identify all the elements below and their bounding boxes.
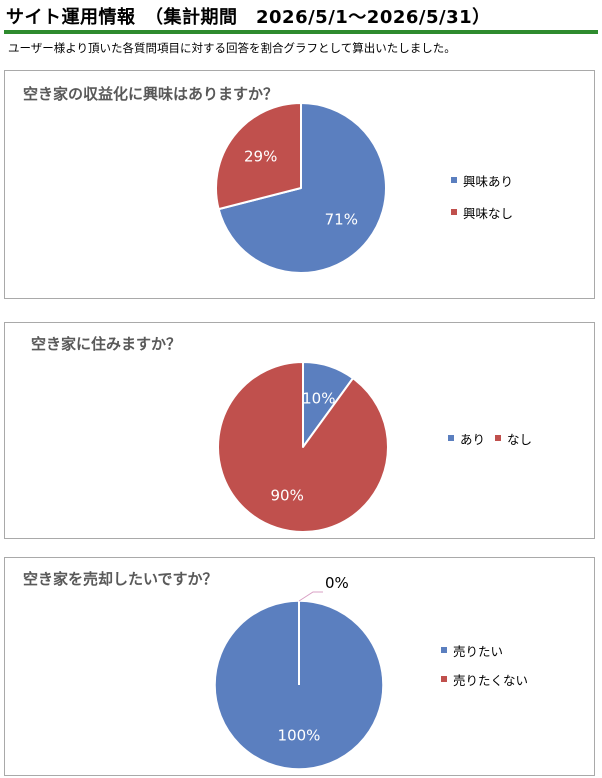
- page-title: サイト運用情報 （集計期間 2026/5/1～2026/5/31）: [6, 7, 491, 28]
- chart-panel-2: 空き家に住みますか？ 10% 90% あり なし: [4, 322, 595, 539]
- chart-legend-2: あり なし: [448, 429, 532, 447]
- pie-slice-red: [217, 361, 389, 533]
- pie-data-label: 29%: [244, 148, 277, 166]
- legend-item: なし: [495, 429, 532, 447]
- legend-item: あり: [448, 429, 485, 447]
- legend-label: 興味なし: [463, 205, 514, 221]
- legend-item: 興味あり: [451, 171, 513, 189]
- legend-swatch-blue: [448, 435, 454, 441]
- leader-line: [298, 591, 323, 602]
- legend-swatch-blue: [451, 177, 457, 183]
- legend-swatch-red: [495, 435, 502, 441]
- pie-slice-red: [215, 102, 302, 211]
- legend-item: 興味なし: [451, 203, 513, 221]
- legend-label: あり: [460, 431, 486, 447]
- pie-data-label: 100%: [278, 726, 321, 744]
- chart-legend-3: 売りたい 売りたくない: [441, 641, 528, 688]
- legend-item: 売りたくない: [441, 670, 528, 688]
- pie-data-label: 0%: [325, 574, 349, 592]
- legend-label: 売りたくない: [453, 672, 529, 688]
- legend-label: なし: [507, 431, 533, 447]
- pie-data-label: 90%: [271, 487, 304, 505]
- legend-label: 売りたい: [453, 643, 504, 659]
- chart-panel-1: 空き家の収益化に興味はありますか？ 71% 29% 興味あり 興味なし: [4, 70, 595, 299]
- page-description: ユーザー様より頂いた各質問項目に対する回答を割合グラフとして算出いたしました。: [8, 41, 456, 55]
- pie-chart-2: 10% 90%: [217, 361, 389, 533]
- pie-data-label: 71%: [325, 210, 358, 228]
- chart-legend-1: 興味あり 興味なし: [451, 171, 513, 221]
- legend-swatch-red: [441, 676, 447, 682]
- legend-swatch-red: [451, 209, 457, 215]
- legend-label: 興味あり: [463, 173, 514, 189]
- chart-title: 空き家を売却したいですか？: [23, 570, 218, 588]
- pie-chart-1: 71% 29%: [215, 102, 387, 274]
- title-rule: [4, 30, 598, 34]
- pie-chart-3: 100% 0%: [214, 574, 384, 770]
- chart-panel-3: 空き家を売却したいですか？ 100% 0% 売りたい 売りたくない: [4, 557, 595, 776]
- pie-data-label: 10%: [302, 390, 335, 408]
- chart-title: 空き家の収益化に興味はありますか？: [23, 85, 279, 103]
- legend-swatch-blue: [441, 647, 447, 653]
- legend-item: 売りたい: [441, 641, 528, 659]
- chart-title: 空き家に住みますか？: [31, 335, 182, 353]
- pie-slice-blue: [217, 102, 387, 274]
